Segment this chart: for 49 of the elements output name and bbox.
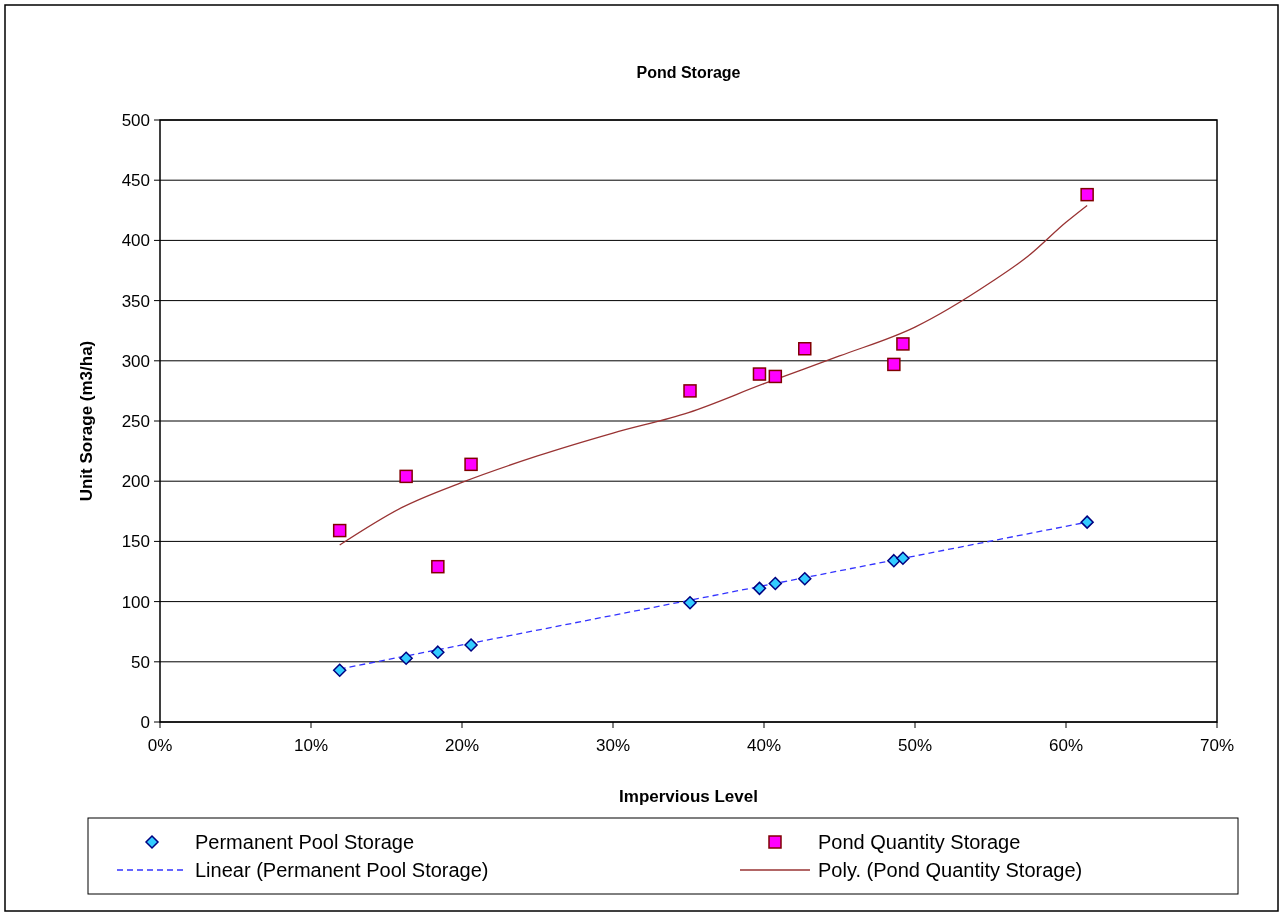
point: [399, 651, 413, 665]
y-tick-label: 400: [121, 231, 150, 251]
legend-label: Linear (Permanent Pool Storage): [195, 859, 489, 881]
x-tick-label: 70%: [1199, 736, 1235, 755]
y-tick-label: 200: [121, 472, 150, 492]
x-axis-title: Impervious Level: [619, 787, 758, 806]
point: [399, 469, 413, 484]
y-tick-label: 300: [121, 351, 150, 371]
y-axis-title: Unit Sorage (m3/ha): [77, 340, 96, 502]
x-tick-label: 50%: [897, 736, 933, 755]
point: [887, 357, 901, 372]
point: [768, 576, 783, 591]
y-tick-label: 150: [121, 532, 150, 552]
y-tick-label: 450: [121, 171, 150, 191]
x-tick-label: 60%: [1048, 736, 1084, 755]
point: [683, 596, 697, 610]
x-tick-label: 30%: [595, 736, 631, 755]
legend-label: Poly. (Pond Quantity Storage): [818, 859, 1083, 881]
point: [887, 553, 901, 568]
x-tick-label: 0%: [147, 736, 173, 755]
point: [798, 342, 812, 356]
y-tick-label: 350: [121, 291, 150, 311]
point: [752, 581, 767, 596]
point: [768, 369, 783, 384]
x-tick-label: 10%: [293, 736, 329, 755]
point: [464, 457, 478, 472]
y-tick-label: 100: [121, 592, 150, 612]
y-tick-label: 250: [121, 412, 150, 431]
point: [431, 645, 445, 659]
point: [332, 663, 347, 677]
point: [896, 551, 910, 566]
point: [1080, 515, 1094, 529]
point: [431, 559, 445, 574]
y-tick-label: 0: [140, 713, 150, 732]
point: [896, 337, 910, 351]
point: [464, 638, 478, 652]
point: [1080, 187, 1094, 202]
point: [332, 523, 347, 538]
line-series: [339, 204, 1088, 546]
y-tick-label: 50: [131, 652, 150, 672]
legend-label: Permanent Pool Storage: [195, 831, 415, 853]
x-tick-label: 20%: [444, 736, 480, 755]
y-tick-label: 500: [121, 111, 150, 130]
point: [798, 571, 812, 586]
point: [752, 367, 767, 381]
x-tick-label: 40%: [746, 736, 782, 755]
legend-label: Pond Quantity Storage: [818, 831, 1021, 853]
point: [683, 384, 697, 398]
chart-title: Pond Storage: [636, 64, 741, 81]
